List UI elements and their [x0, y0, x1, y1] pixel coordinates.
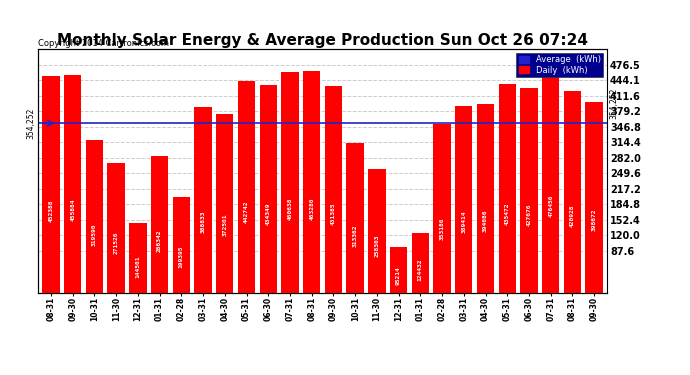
Bar	[129, 224, 146, 292]
Bar	[64, 75, 81, 292]
Text: 476456: 476456	[549, 195, 553, 217]
Text: 199395: 199395	[179, 245, 184, 267]
Bar	[282, 72, 299, 292]
Bar	[412, 233, 429, 292]
Bar	[390, 247, 407, 292]
Bar	[368, 169, 386, 292]
Bar	[195, 106, 212, 292]
Text: 389414: 389414	[462, 210, 466, 233]
Text: 434349: 434349	[266, 202, 270, 225]
Text: 258303: 258303	[375, 234, 380, 257]
Bar	[42, 76, 59, 292]
Text: 144501: 144501	[135, 255, 140, 278]
Text: 420928: 420928	[570, 205, 575, 227]
Bar	[477, 104, 494, 292]
Text: 435472: 435472	[505, 202, 510, 225]
Text: 427676: 427676	[526, 204, 531, 226]
Text: 398672: 398672	[591, 209, 597, 231]
Bar	[564, 92, 581, 292]
Bar	[151, 156, 168, 292]
Text: 431385: 431385	[331, 203, 336, 225]
Bar	[259, 85, 277, 292]
Text: 463280: 463280	[309, 197, 314, 220]
Bar	[86, 140, 103, 292]
Text: 455884: 455884	[70, 198, 75, 221]
Text: 452388: 452388	[48, 199, 54, 222]
Bar	[586, 102, 603, 292]
Bar	[542, 65, 560, 292]
Text: 388833: 388833	[201, 211, 206, 233]
Bar	[325, 86, 342, 292]
Text: 124432: 124432	[418, 259, 423, 281]
Text: Copyright 2014 Cartronics.com: Copyright 2014 Cartronics.com	[38, 39, 169, 48]
Text: 372501: 372501	[222, 214, 227, 236]
Title: Monthly Solar Energy & Average Production Sun Oct 26 07:24: Monthly Solar Energy & Average Productio…	[57, 33, 588, 48]
Text: 313362: 313362	[353, 224, 357, 247]
Text: 354,252: 354,252	[609, 88, 618, 119]
Bar	[172, 197, 190, 292]
Bar	[303, 71, 320, 292]
Text: 286342: 286342	[157, 229, 162, 252]
Bar	[216, 114, 233, 292]
Text: 319590: 319590	[92, 223, 97, 246]
Text: 442742: 442742	[244, 201, 249, 223]
Text: 353186: 353186	[440, 217, 444, 240]
Legend: Average  (kWh), Daily  (kWh): Average (kWh), Daily (kWh)	[516, 53, 603, 77]
Bar	[433, 124, 451, 292]
Text: 394086: 394086	[483, 210, 488, 232]
Bar	[520, 88, 538, 292]
Bar	[346, 143, 364, 292]
Text: 271526: 271526	[114, 232, 119, 254]
Bar	[108, 163, 125, 292]
Bar	[455, 106, 473, 292]
Text: 354,252: 354,252	[27, 108, 36, 139]
Bar	[238, 81, 255, 292]
Text: 460638: 460638	[288, 198, 293, 220]
Bar	[499, 84, 516, 292]
Text: 95214: 95214	[396, 266, 401, 285]
